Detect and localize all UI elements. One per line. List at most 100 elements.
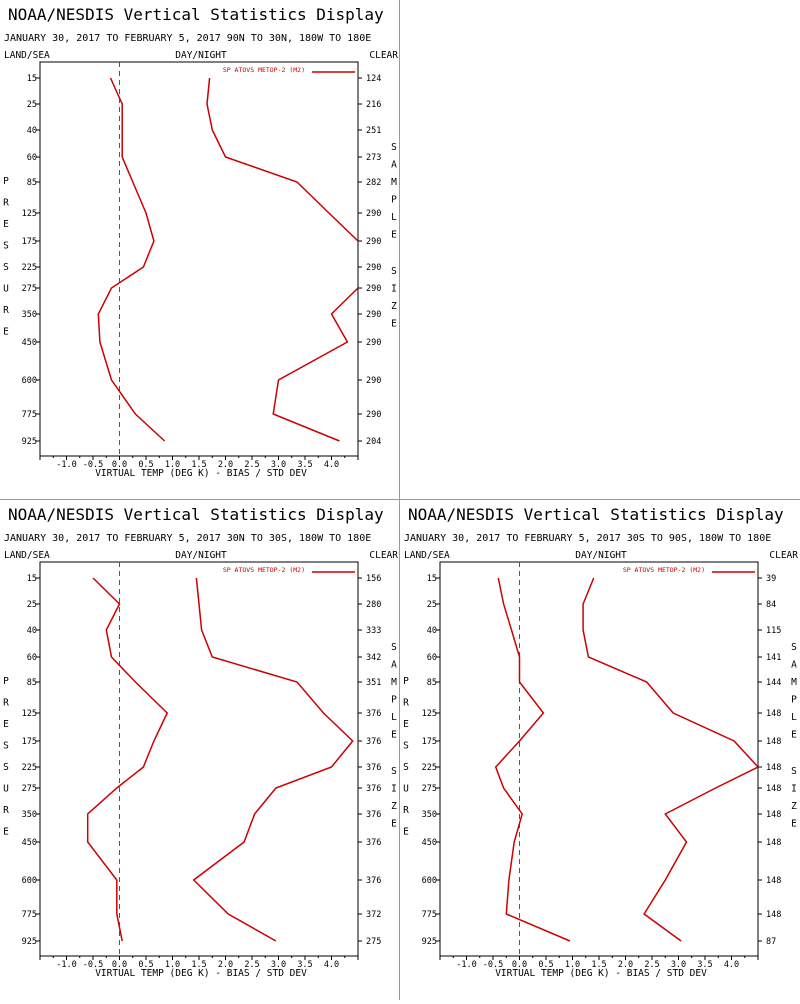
sample-axis-letter: L: [391, 212, 397, 223]
sample-size-label: 282: [366, 178, 381, 188]
sample-size-label: 273: [366, 153, 381, 163]
pressure-level-label: 25: [427, 600, 437, 610]
pressure-axis-letter: S: [3, 262, 9, 273]
pressure-level-label: 60: [27, 153, 37, 163]
sample-size-label: 87: [766, 937, 776, 947]
x-tick-label: -1.0: [56, 460, 76, 470]
sample-size-label: 156: [366, 574, 381, 584]
size-axis-letter: E: [391, 819, 397, 830]
sample-size-label: 376: [366, 763, 381, 773]
pressure-axis-letter: P: [3, 176, 9, 187]
clear-label: CLEAR: [769, 550, 798, 561]
pressure-level-label: 60: [427, 653, 437, 663]
sample-size-label: 148: [766, 784, 781, 794]
pressure-axis-letter: R: [403, 805, 409, 816]
sample-size-label: 372: [366, 910, 381, 920]
std-dev-series-line: [583, 578, 758, 941]
x-tick-label: 0.5: [538, 960, 553, 970]
x-tick-label: 0.5: [138, 960, 153, 970]
x-tick-label: -1.0: [456, 960, 476, 970]
pressure-level-label: 225: [422, 763, 437, 773]
pressure-level-label: 125: [22, 209, 37, 219]
sample-size-label: 148: [766, 763, 781, 773]
x-tick-label: 3.0: [271, 960, 286, 970]
x-tick-label: 4.0: [324, 960, 339, 970]
x-tick-label: 0.0: [512, 960, 527, 970]
sample-size-label: 351: [366, 678, 381, 688]
size-axis-letter: E: [391, 319, 397, 330]
clear-label: CLEAR: [369, 550, 398, 561]
pressure-level-label: 60: [27, 653, 37, 663]
pressure-axis-letter: E: [3, 827, 9, 838]
panel-subtitle: JANUARY 30, 2017 TO FEBRUARY 5, 2017 30N…: [4, 533, 371, 544]
pressure-level-label: 925: [22, 937, 37, 947]
x-tick-label: 3.5: [297, 960, 312, 970]
pressure-level-label: 25: [27, 600, 37, 610]
pressure-axis-letter: E: [3, 327, 9, 338]
x-tick-label: 1.0: [165, 960, 180, 970]
sample-axis-letter: M: [791, 677, 797, 688]
sample-axis-letter: P: [391, 695, 397, 706]
size-axis-letter: S: [791, 766, 797, 777]
panel-subtitle: JANUARY 30, 2017 TO FEBRUARY 5, 2017 30S…: [404, 533, 771, 544]
pressure-axis-letter: R: [403, 698, 409, 709]
sample-size-label: 376: [366, 838, 381, 848]
pressure-level-label: 775: [422, 910, 437, 920]
sample-size-label: 376: [366, 876, 381, 886]
sample-size-label: 148: [766, 876, 781, 886]
pressure-level-label: 925: [22, 437, 37, 447]
land-sea-label: LAND/SEA: [4, 550, 50, 561]
size-axis-letter: Z: [391, 801, 397, 812]
x-tick-label: 2.0: [218, 960, 233, 970]
pressure-level-label: 85: [427, 678, 437, 688]
x-tick-label: 0.0: [112, 460, 127, 470]
pressure-level-label: 175: [22, 237, 37, 247]
x-tick-label: 3.5: [697, 960, 712, 970]
pressure-level-label: 125: [422, 709, 437, 719]
pressure-level-label: 600: [22, 376, 37, 386]
pressure-axis-letter: R: [3, 805, 9, 816]
x-tick-label: 3.0: [271, 460, 286, 470]
x-tick-label: -0.5: [83, 960, 103, 970]
std-dev-series-line: [273, 288, 358, 441]
x-tick-label: 2.5: [244, 460, 259, 470]
sample-size-label: 290: [366, 263, 381, 273]
panel-title: NOAA/NESDIS Vertical Statistics Display: [408, 505, 784, 524]
std-dev-series-line: [194, 578, 353, 941]
sample-axis-letter: E: [391, 230, 397, 241]
x-tick-label: 1.5: [591, 960, 606, 970]
sample-size-label: 216: [366, 100, 381, 110]
pressure-level-label: 600: [22, 876, 37, 886]
pressure-level-label: 125: [22, 709, 37, 719]
pressure-level-label: 15: [27, 574, 37, 584]
x-tick-label: 2.0: [618, 960, 633, 970]
pressure-level-label: 350: [22, 310, 37, 320]
pressure-level-label: 25: [27, 100, 37, 110]
day-night-label: DAY/NIGHT: [575, 550, 627, 561]
sample-size-label: 376: [366, 737, 381, 747]
day-night-label: DAY/NIGHT: [175, 50, 227, 61]
vertical-stats-chart: NOAA/NESDIS Vertical Statistics Display …: [0, 0, 400, 500]
sample-axis-letter: S: [391, 642, 397, 653]
sample-axis-letter: E: [791, 730, 797, 741]
plot-frame: [40, 62, 358, 456]
sample-size-label: 144: [766, 678, 781, 688]
vertical-stats-chart: NOAA/NESDIS Vertical Statistics Display …: [400, 500, 800, 1000]
pressure-level-label: 225: [22, 263, 37, 273]
sample-size-label: 275: [366, 937, 381, 947]
sample-axis-letter: A: [391, 160, 397, 171]
pressure-axis-letter: S: [403, 741, 409, 752]
sample-size-label: 280: [366, 600, 381, 610]
sample-size-label: 148: [766, 910, 781, 920]
sample-axis-letter: P: [791, 695, 797, 706]
pressure-axis-letter: P: [403, 676, 409, 687]
pressure-level-label: 450: [22, 838, 37, 848]
x-tick-label: 1.5: [191, 960, 206, 970]
land-sea-label: LAND/SEA: [4, 50, 50, 61]
size-axis-letter: E: [791, 819, 797, 830]
pressure-axis-letter: U: [3, 284, 9, 295]
pressure-level-label: 350: [22, 810, 37, 820]
legend-label: SP ATOVS METOP-2 (M2): [223, 566, 305, 574]
